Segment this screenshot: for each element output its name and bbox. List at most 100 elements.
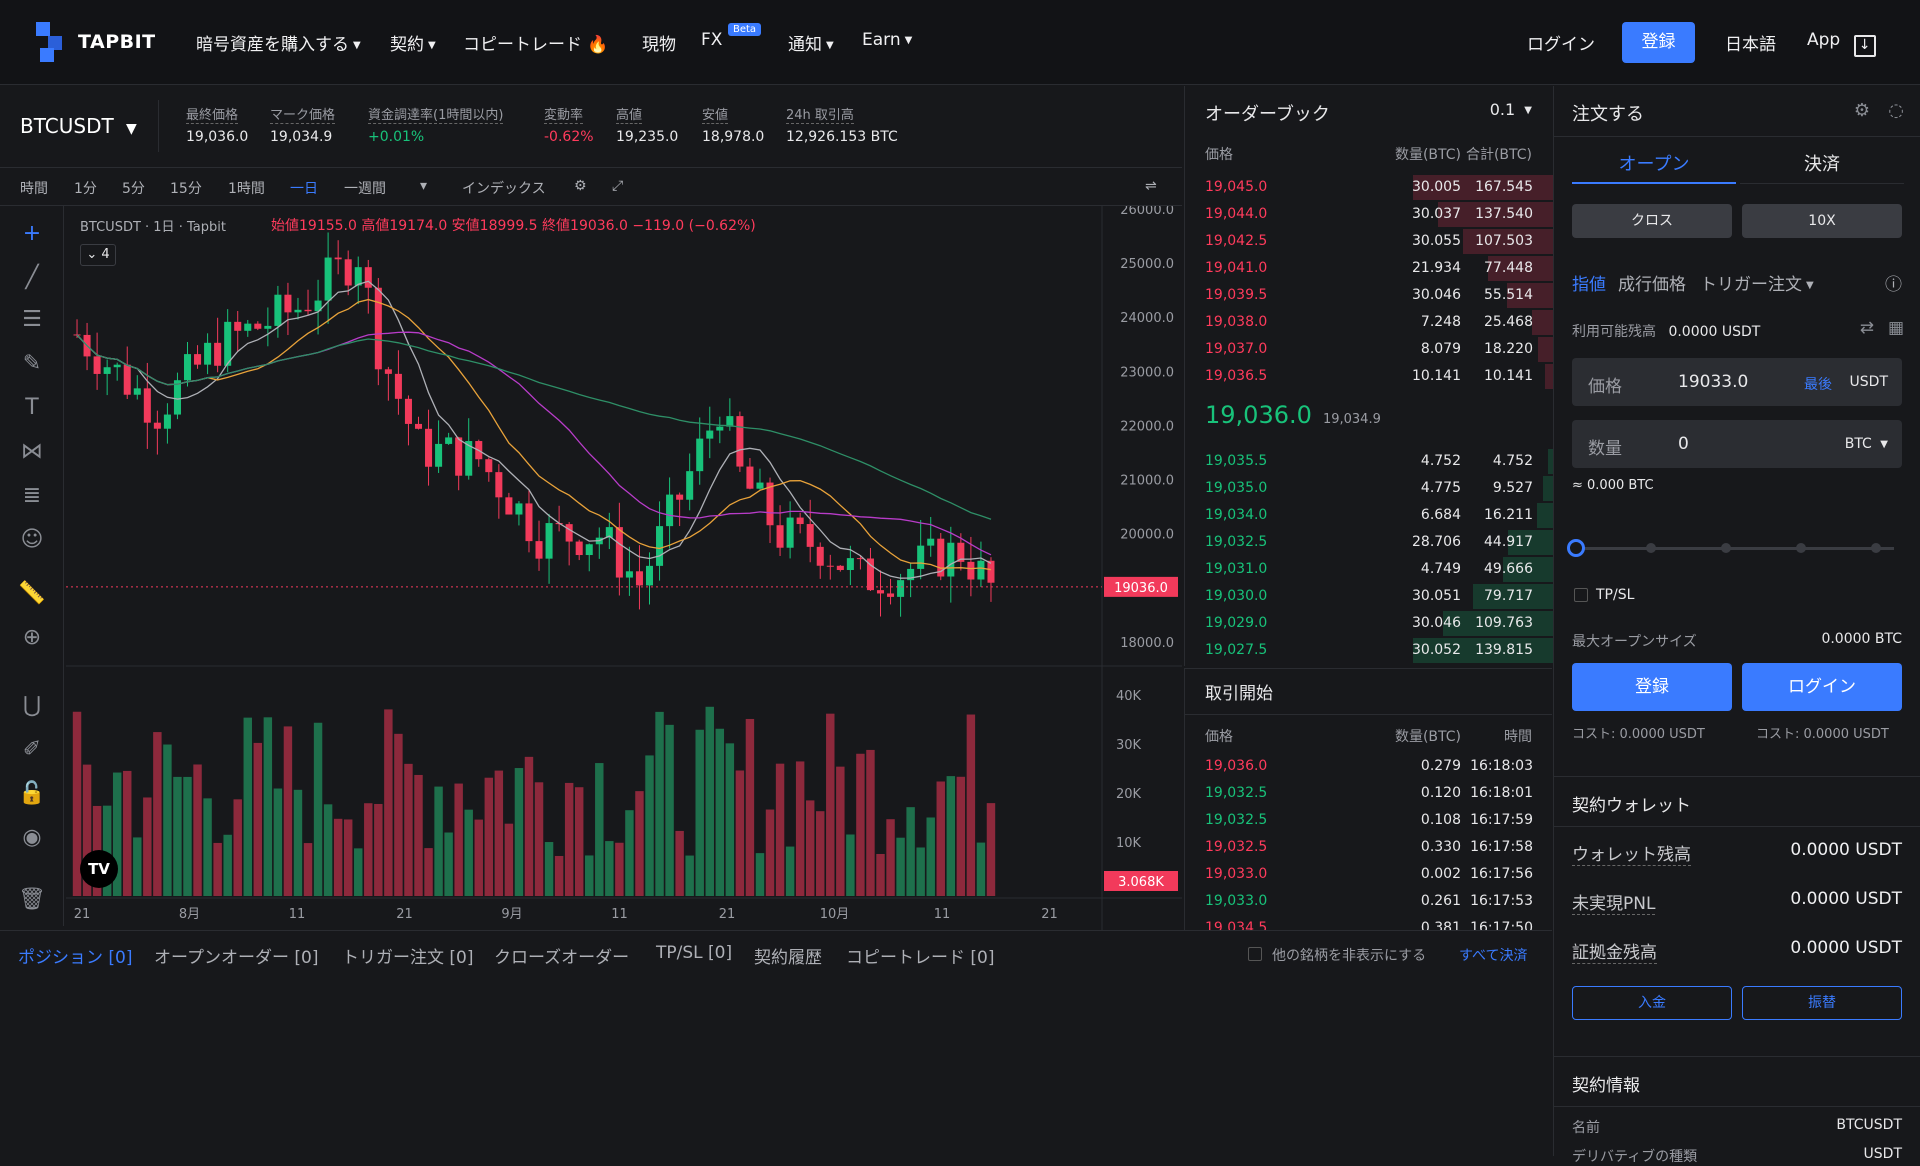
- close-all-button[interactable]: すべて決済: [1459, 948, 1528, 964]
- nav-copy-trade[interactable]: コピートレード 🔥: [463, 35, 609, 55]
- quantity-unit-selector[interactable]: BTC ▼: [1844, 436, 1888, 452]
- orderbook-row[interactable]: 19,036.5 10.141 10.141: [1185, 363, 1553, 390]
- text-icon[interactable]: T: [25, 395, 39, 420]
- bottom-tab-6[interactable]: コピートレード [0]: [846, 948, 995, 968]
- orderbook-row[interactable]: 19,029.0 30.046 109.763: [1185, 610, 1553, 637]
- price-chart[interactable]: 26000.0 25000.0 24000.0 23000.0 22000.0 21000…: [66, 203, 1182, 930]
- slider-step-4[interactable]: [1871, 543, 1881, 553]
- orderbook-row[interactable]: 19,034.0 6.684 16.211: [1185, 502, 1553, 529]
- settings-icon[interactable]: ⚙: [574, 178, 587, 194]
- language-selector[interactable]: 日本語: [1725, 35, 1776, 55]
- register-button[interactable]: 登録: [1622, 22, 1695, 63]
- price-field[interactable]: 価格 19033.0 最後 USDT: [1572, 358, 1902, 406]
- tradingview-logo[interactable]: TV: [80, 850, 118, 888]
- slider-step-1[interactable]: [1646, 543, 1656, 553]
- login-order-button[interactable]: ログイン: [1742, 663, 1902, 711]
- indicator-toggle[interactable]: ⌄ 4: [80, 244, 116, 266]
- nav-contract[interactable]: 契約 ▼: [390, 35, 436, 55]
- orderbook-row[interactable]: 19,045.0 30.005 167.545: [1185, 174, 1553, 201]
- pattern-icon[interactable]: ⋈: [21, 439, 43, 464]
- settings-icon[interactable]: ⚙: [1853, 100, 1870, 121]
- transfer-icon[interactable]: ⇄: [1859, 318, 1874, 338]
- trend-line-icon[interactable]: ╱: [25, 265, 39, 290]
- order-type-trigger[interactable]: トリガー注文 ▼: [1700, 275, 1814, 295]
- chevron-down-icon[interactable]: ▾: [420, 178, 428, 194]
- orderbook-row[interactable]: 19,041.0 21.934 77.448: [1185, 255, 1553, 282]
- timeframe-5[interactable]: 一日: [290, 181, 318, 197]
- nav-fx[interactable]: FX: [701, 30, 723, 50]
- orderbook-row[interactable]: 19,035.5 4.752 4.752: [1185, 448, 1553, 475]
- bottom-tab-2[interactable]: トリガー注文 [0]: [342, 948, 474, 968]
- trash-icon[interactable]: 🗑: [18, 887, 46, 912]
- transfer-button[interactable]: 振替: [1742, 986, 1902, 1020]
- orderbook-row[interactable]: 19,027.5 30.052 139.815: [1185, 637, 1553, 664]
- tpsl-checkbox[interactable]: [1574, 588, 1588, 602]
- leverage-button[interactable]: 10X: [1742, 204, 1902, 238]
- register-order-button[interactable]: 登録: [1572, 663, 1732, 711]
- bottom-tab-4[interactable]: TP/SL [0]: [656, 943, 733, 963]
- quantity-slider[interactable]: [1567, 538, 1894, 558]
- chart-settings-icon[interactable]: ⇌: [1145, 178, 1157, 194]
- logo[interactable]: TAPBIT: [36, 22, 156, 62]
- timeframe-6[interactable]: 一週間: [344, 181, 386, 197]
- order-type-limit[interactable]: 指値: [1572, 275, 1606, 295]
- timeframe-2[interactable]: 5分: [122, 181, 145, 197]
- volume-bar: [765, 809, 775, 896]
- quantity-input[interactable]: 0: [1678, 434, 1689, 454]
- brush-icon[interactable]: ✎: [22, 351, 42, 376]
- deposit-button[interactable]: 入金: [1572, 986, 1732, 1020]
- app-download[interactable]: App ↓: [1807, 30, 1876, 57]
- calculator-icon[interactable]: ▦: [1887, 318, 1904, 338]
- bottom-tab-0[interactable]: ポジション [0]: [18, 948, 133, 968]
- tab-close[interactable]: 決済: [1740, 146, 1904, 184]
- orderbook-row[interactable]: 19,031.0 4.749 49.666: [1185, 556, 1553, 583]
- tab-open[interactable]: オープン: [1572, 146, 1736, 184]
- unlock-icon[interactable]: 🔓: [18, 781, 46, 806]
- bottom-tab-3[interactable]: クローズオーダー: [494, 948, 630, 968]
- orderbook-row[interactable]: 19,038.0 7.248 25.468: [1185, 309, 1553, 336]
- timeframe-4[interactable]: 1時間: [228, 181, 265, 197]
- login-link[interactable]: ログイン: [1527, 35, 1595, 55]
- magnet-icon[interactable]: ⋃: [22, 693, 42, 718]
- margin-mode-button[interactable]: クロス: [1572, 204, 1732, 238]
- crosshair-icon[interactable]: +: [22, 221, 42, 246]
- nav-buy-crypto[interactable]: 暗号資産を購入する ▼: [196, 35, 361, 55]
- timeframe-3[interactable]: 15分: [170, 181, 202, 197]
- order-type-market[interactable]: 成行価格: [1618, 275, 1686, 295]
- candlestick-chart[interactable]: 26000.0 25000.0 24000.0 23000.0 22000.0 21000…: [66, 203, 1182, 930]
- fib-icon[interactable]: ≣: [22, 483, 42, 508]
- precision-selector[interactable]: 0.1 ▼: [1489, 100, 1532, 119]
- price-input[interactable]: 19033.0: [1678, 372, 1749, 392]
- symbol-selector[interactable]: BTCUSDT ▼: [20, 114, 137, 138]
- orderbook-row[interactable]: 19,035.0 4.775 9.527: [1185, 475, 1553, 502]
- last-price-button[interactable]: 最後: [1804, 377, 1832, 393]
- bottom-tab-1[interactable]: オープンオーダー [0]: [154, 948, 319, 968]
- orderbook-row[interactable]: 19,032.5 28.706 44.917: [1185, 529, 1553, 556]
- hide-others-checkbox[interactable]: [1248, 947, 1262, 961]
- timeframe-0[interactable]: 時間: [20, 181, 48, 197]
- orderbook-row[interactable]: 19,037.0 8.079 18.220: [1185, 336, 1553, 363]
- horizontal-lines-icon[interactable]: ☰: [22, 307, 42, 332]
- eye-icon[interactable]: ◉: [22, 825, 42, 850]
- timeframe-7[interactable]: インデックス: [462, 181, 546, 197]
- lock-pencil-icon[interactable]: ✐: [22, 737, 42, 762]
- slider-handle[interactable]: [1567, 539, 1585, 557]
- info-icon[interactable]: ⓘ: [1885, 275, 1902, 295]
- emoji-icon[interactable]: ☺: [20, 527, 44, 552]
- bottom-tab-5[interactable]: 契約履歴: [754, 948, 822, 968]
- orderbook-row[interactable]: 19,042.5 30.055 107.503: [1185, 228, 1553, 255]
- slider-step-2[interactable]: [1721, 543, 1731, 553]
- lightbulb-icon[interactable]: ◌: [1888, 100, 1904, 121]
- ruler-icon[interactable]: 📏: [18, 581, 46, 606]
- quantity-field[interactable]: 数量 0 BTC ▼: [1572, 420, 1902, 468]
- nav-spot[interactable]: 現物: [642, 35, 676, 55]
- timeframe-1[interactable]: 1分: [74, 181, 97, 197]
- orderbook-row[interactable]: 19,039.5 30.046 55.514: [1185, 282, 1553, 309]
- slider-step-3[interactable]: [1796, 543, 1806, 553]
- nav-notify[interactable]: 通知 ▼: [788, 35, 834, 55]
- nav-earn[interactable]: Earn ▼: [862, 30, 913, 50]
- orderbook-row[interactable]: 19,044.0 30.037 137.540: [1185, 201, 1553, 228]
- zoom-in-icon[interactable]: ⊕: [22, 625, 42, 650]
- orderbook-row[interactable]: 19,030.0 30.051 79.717: [1185, 583, 1553, 610]
- expand-icon[interactable]: ⤢: [612, 178, 624, 194]
